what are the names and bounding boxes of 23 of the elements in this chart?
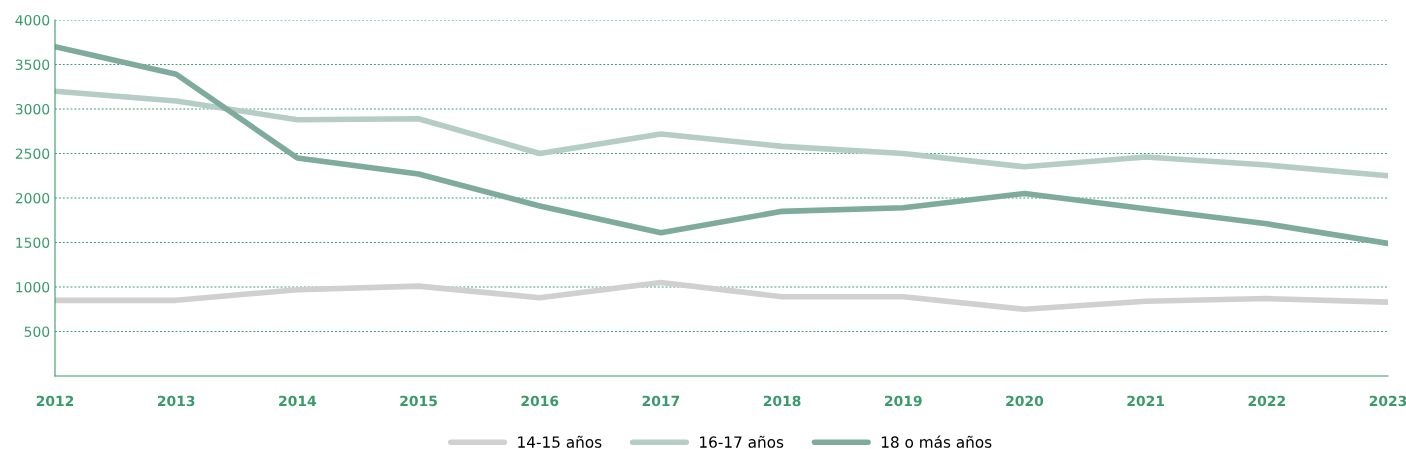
- y-tick-label: 3000: [15, 103, 50, 115]
- y-tick-label: 1500: [16, 237, 50, 248]
- x-tick-label: 2014: [279, 395, 317, 407]
- x-tick-label: 2020: [1006, 395, 1044, 407]
- y-tick-label: 500: [24, 326, 50, 337]
- legend-label: 16-17 años: [700, 435, 784, 448]
- x-tick-label: 2012: [36, 395, 74, 407]
- x-tick-label: 2021: [1127, 395, 1165, 407]
- y-tick-label: 3500: [15, 59, 50, 70]
- y-tick-label: 2000: [15, 192, 50, 204]
- x-tick-label: 2019: [885, 395, 922, 407]
- x-tick-label: 2023: [1369, 395, 1406, 407]
- y-tick-label: 1000: [16, 281, 50, 293]
- y-tick-label: 2500: [15, 148, 50, 159]
- legend-label: 14-15 años: [518, 435, 602, 448]
- y-tick-label: 4000: [15, 14, 50, 26]
- x-tick-label: 2015: [400, 395, 437, 407]
- x-tick-label: 2018: [763, 395, 801, 407]
- x-tick-label: 2022: [1248, 395, 1285, 407]
- legend-label: 18 o más años: [881, 435, 992, 448]
- x-tick-label: 2016: [521, 395, 559, 407]
- x-tick-label: 2017: [642, 395, 680, 407]
- x-tick-label: 2013: [157, 395, 195, 407]
